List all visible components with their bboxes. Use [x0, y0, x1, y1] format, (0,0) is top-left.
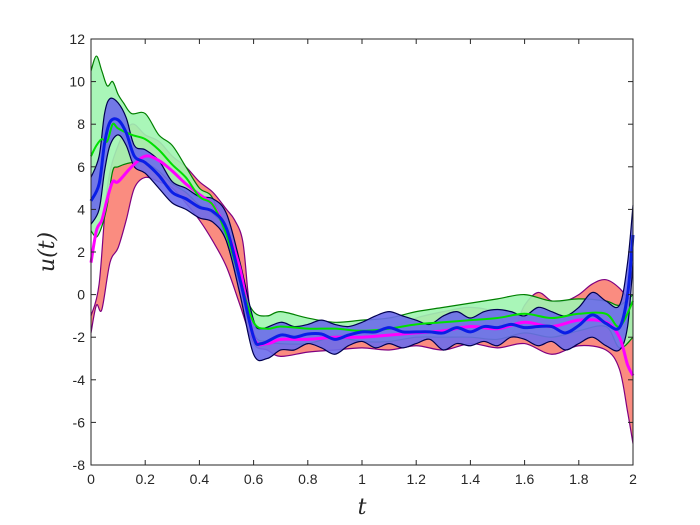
mean-lines [89, 117, 635, 377]
x-tick-label: 0.6 [244, 471, 264, 487]
x-tick-label: 0.8 [298, 471, 318, 487]
series-line-2 [89, 117, 635, 347]
band-2-upper-edge [90, 97, 634, 330]
y-ticks: -8 -6 -4 -2 0 2 4 6 8 10 12 [69, 31, 633, 473]
band-2-fill [91, 98, 633, 361]
y-tick-label: 8 [77, 116, 85, 132]
x-tick-label: 1.2 [406, 471, 426, 487]
y-tick-label: -6 [73, 414, 86, 430]
x-tick-label: 1 [358, 471, 366, 487]
x-tick-label: 2 [629, 471, 637, 487]
x-tick-label: 1.4 [461, 471, 481, 487]
y-tick-label: -8 [73, 457, 86, 473]
x-tick-label: 1.8 [569, 471, 589, 487]
y-tick-label: 0 [77, 287, 85, 303]
y-tick-label: 10 [69, 74, 85, 90]
y-tick-label: 12 [69, 31, 85, 47]
x-tick-label: 0.4 [190, 471, 210, 487]
y-tick-label: -2 [73, 329, 86, 345]
series-line-1 [90, 122, 634, 332]
y-tick-label: 2 [77, 244, 85, 260]
x-ticks: 0 0.2 0.4 0.6 0.8 1 1.2 1.4 1.6 1.8 2 [87, 39, 637, 487]
x-tick-label: 0 [87, 471, 95, 487]
y-tick-label: 6 [77, 159, 85, 175]
y-tick-label: -4 [73, 372, 86, 388]
band-2-lower-edge [90, 134, 634, 362]
band-1-upper-edge [90, 55, 634, 323]
x-tick-label: 1.6 [515, 471, 535, 487]
y-tick-label: 4 [77, 201, 85, 217]
x-axis-label: t [358, 495, 367, 520]
x-tick-label: 0.2 [135, 471, 155, 487]
plot-background [91, 39, 633, 465]
band-2 [90, 97, 634, 362]
y-axis-label: u(t) [35, 232, 60, 272]
